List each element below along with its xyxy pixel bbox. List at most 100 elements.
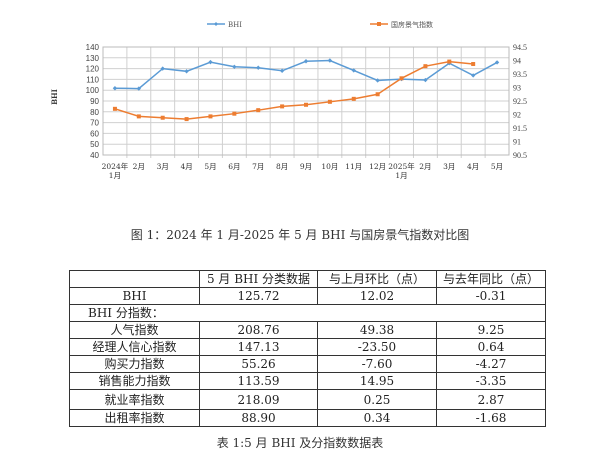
row-label: 经理人信心指数 [69, 338, 200, 356]
x-tick-label: 4月 [467, 162, 479, 171]
data-point [232, 64, 237, 69]
legend-marker [214, 22, 218, 26]
table-row: 出租率指数 88.90 0.34 -1.68 [69, 409, 546, 427]
x-tick-label: 10月 [321, 162, 338, 171]
subindex-heading: BHI 分指数： [69, 304, 546, 322]
subindex-heading-row: BHI 分指数： [69, 304, 546, 322]
data-point [112, 86, 118, 91]
y-tick-label: 60 [90, 129, 99, 138]
table-row: 购买力指数 55.26 -7.60 -4.27 [69, 355, 546, 373]
row-label: 出租率指数 [69, 409, 200, 427]
y-tick-label: 140 [86, 43, 100, 52]
y-tick-label: 50 [90, 140, 99, 149]
data-point [470, 73, 476, 78]
data-point [471, 62, 476, 67]
x-tick-label: 6月 [228, 162, 240, 171]
table-cell: -4.27 [436, 355, 546, 373]
data-point [423, 77, 428, 83]
table-cell: 88.90 [199, 409, 318, 427]
y-tick-label: 120 [86, 65, 100, 74]
data-point [494, 60, 500, 65]
table-cell: 12.02 [317, 287, 437, 305]
data-point [256, 108, 261, 113]
table-cell: 147.13 [199, 338, 318, 356]
data-point [256, 65, 261, 70]
table-cell: 0.25 [317, 389, 437, 410]
data-point [423, 64, 428, 69]
y-tick-label: 100 [86, 86, 100, 95]
series-line-1 [114, 60, 474, 120]
data-point [351, 96, 356, 101]
table-row: 人气指数 208.76 49.38 9.25 [69, 321, 546, 339]
y-tick-label: 110 [86, 75, 99, 84]
table-row: 经理人信心指数 147.13 -23.50 0.64 [69, 338, 546, 356]
bhi-data-table: 5 月 BHI 分类数据 与上月环比（点） 与去年同比（点） BHI 125.7… [69, 270, 546, 427]
data-point [304, 102, 308, 107]
x-tick-label: 4月 [180, 162, 192, 171]
y-tick-label: 130 [86, 54, 100, 63]
x-tick-label: 2月 [133, 162, 145, 171]
table-cell: -1.68 [436, 409, 546, 427]
y2-tick-label: 92.5 [513, 97, 527, 106]
data-point [160, 115, 165, 120]
header-cell: 5 月 BHI 分类数据 [199, 270, 318, 288]
data-point [447, 59, 452, 64]
y2-tick-label: 91 [513, 138, 521, 147]
x-tick-label: 2025年 1月 [388, 161, 415, 180]
row-label: 销售能力指数 [69, 372, 200, 390]
data-point [112, 106, 117, 111]
table-row: 销售能力指数 113.59 14.95 -3.35 [69, 372, 546, 390]
header-cell: 与上月环比（点） [317, 270, 437, 288]
data-point [208, 59, 213, 65]
data-point [184, 117, 189, 122]
y2-tick-label: 94 [513, 57, 521, 66]
table-row: 就业率指数 218.09 0.25 2.87 [69, 389, 546, 410]
x-tick-label: 3月 [443, 162, 455, 171]
legend-label: 国房景气指数 [391, 20, 433, 29]
y2-tick-label: 93.5 [513, 70, 527, 79]
table-cell: -3.35 [436, 372, 546, 390]
x-tick-label: 8月 [276, 162, 288, 171]
table-cell: -0.31 [436, 287, 546, 305]
table-cell: 208.76 [199, 321, 318, 339]
data-point [327, 58, 333, 63]
data-point [375, 78, 380, 83]
table-cell: 9.25 [436, 321, 546, 339]
data-point [351, 68, 356, 73]
y-tick-label: 90 [90, 97, 99, 106]
row-label: 人气指数 [69, 321, 200, 339]
x-tick-label: 2月 [419, 162, 431, 171]
data-point [160, 66, 165, 71]
table-caption: 表 1:5 月 BHI 及分指数数据表 [216, 436, 384, 450]
y2-tick-label: 90.5 [513, 151, 527, 160]
y-tick-label: 70 [90, 119, 99, 128]
x-tick-label: 7月 [252, 162, 264, 171]
x-tick-label: 2024年 1月 [102, 161, 129, 180]
legend-marker [377, 22, 381, 26]
x-tick-label: 5月 [491, 162, 503, 171]
figure-caption: 图 1：2024 年 1 月-2025 年 5 月 BHI 与国房景气指数对比图 [130, 228, 470, 242]
table-cell: 14.95 [317, 372, 437, 390]
table-cell: -7.60 [317, 355, 437, 373]
x-tick-label: 9月 [300, 162, 312, 171]
row-label: 购买力指数 [69, 355, 200, 373]
series-line-0 [114, 59, 498, 90]
table-cell: 0.64 [436, 338, 546, 356]
x-tick-label: 12月 [369, 162, 386, 171]
data-point [279, 68, 285, 73]
table-cell: 55.26 [199, 355, 318, 373]
x-tick-label: 5月 [204, 162, 216, 171]
data-point [280, 104, 285, 109]
y-tick-label: 40 [90, 151, 99, 160]
row-label: BHI [69, 287, 200, 305]
y2-tick-label: 94.5 [513, 43, 527, 52]
table-cell: 125.72 [199, 287, 318, 305]
legend-label: BHI [228, 21, 242, 29]
table-cell: 0.34 [317, 409, 437, 427]
data-point [208, 114, 213, 119]
table-cell: -23.50 [317, 338, 437, 356]
y2-tick-label: 92 [513, 111, 521, 120]
data-point [327, 99, 332, 104]
data-point [375, 92, 380, 97]
